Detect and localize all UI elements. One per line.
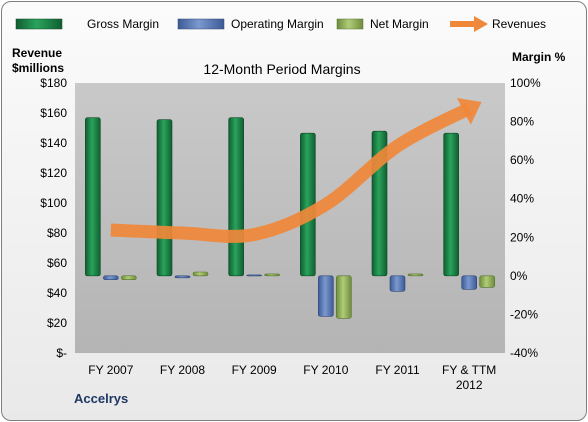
legend-arrowhead-revenues	[474, 16, 488, 32]
bar-net-margin	[192, 271, 209, 277]
left-tick-label: $20	[47, 316, 67, 330]
bar-operating-margin	[246, 274, 262, 277]
left-axis-ticks: $- $20 $40 $60 $80 $100 $120 $140 $160 $180	[40, 76, 67, 360]
company-name: Accelrys	[74, 391, 128, 406]
left-tick-label: $180	[40, 76, 67, 90]
category-label: FY & TTM 2012	[442, 363, 496, 392]
left-tick-label: $40	[47, 286, 67, 300]
revenues-line	[110, 102, 473, 243]
bar-gross-margin	[228, 117, 244, 277]
revenue-line-layer	[110, 97, 482, 243]
category-labels: FY 2007 FY 2008 FY 2009 FY 2010 FY 2011 FY & …	[88, 363, 496, 392]
legend-label-operating-margin: Operating Margin	[231, 17, 324, 31]
right-tick-label: 100%	[510, 76, 541, 90]
legend-item-revenues: Revenues	[450, 16, 546, 32]
bar-operating-margin	[103, 275, 119, 281]
left-axis-title-line1: Revenue	[12, 46, 62, 60]
right-tick-label: 20%	[510, 230, 534, 244]
bar-net-margin	[121, 275, 137, 281]
legend-label-revenues: Revenues	[492, 17, 546, 31]
bar-gross-margin	[443, 132, 459, 277]
legend-label-net-margin: Net Margin	[370, 17, 429, 31]
right-tick-label: 40%	[510, 192, 534, 206]
legend-item-gross-margin: Gross Margin	[15, 17, 159, 31]
legend-swatch-net-margin	[336, 18, 364, 30]
bar-operating-margin	[174, 275, 191, 279]
right-tick-label: 0%	[510, 269, 528, 283]
left-tick-label: $140	[40, 136, 67, 150]
revenues-arrowhead	[456, 97, 482, 125]
bar-net-margin	[479, 275, 495, 288]
chart-title: 12-Month Period Margins	[203, 61, 360, 77]
legend-swatch-operating-margin	[177, 18, 225, 30]
legend-item-operating-margin: Operating Margin	[177, 17, 324, 31]
right-tick-label: 60%	[510, 153, 534, 167]
category-label: FY 2008	[160, 363, 205, 377]
bar-gross-margin	[85, 117, 101, 277]
left-tick-label: $120	[40, 166, 67, 180]
right-axis-ticks: -40% -20% 0% 20% 40% 60% 80% 100%	[510, 76, 541, 360]
bar-gross-margin	[156, 119, 173, 277]
bar-net-margin	[407, 273, 424, 277]
right-tick-label: -40%	[510, 346, 538, 360]
left-axis-title-line2: $millions	[12, 61, 64, 75]
left-tick-label: $160	[40, 106, 67, 120]
right-tick-label: 80%	[510, 115, 534, 129]
bar-gross-margin	[300, 132, 316, 277]
legend-label-gross-margin: Gross Margin	[87, 17, 159, 31]
left-tick-label: $80	[47, 226, 67, 240]
legend-swatch-gross-margin	[15, 18, 63, 30]
left-tick-label: $100	[40, 196, 67, 210]
legend: Gross Margin Operating Margin Net Margin…	[15, 16, 546, 32]
left-tick-label: $60	[47, 256, 67, 270]
category-label: FY 2009	[232, 363, 277, 377]
category-label: FY 2010	[303, 363, 348, 377]
category-label: FY 2011	[375, 363, 420, 377]
left-tick-label: $-	[56, 346, 67, 360]
right-tick-label: -20%	[510, 307, 538, 321]
bar-operating-margin	[461, 275, 477, 290]
bar-net-margin	[264, 273, 280, 277]
bar-net-margin	[336, 275, 352, 319]
category-label: FY 2007	[88, 363, 133, 377]
right-axis-title: Margin %	[512, 50, 566, 64]
legend-item-net-margin: Net Margin	[336, 17, 429, 31]
bar-operating-margin	[389, 275, 406, 292]
bar-operating-margin	[318, 275, 334, 317]
